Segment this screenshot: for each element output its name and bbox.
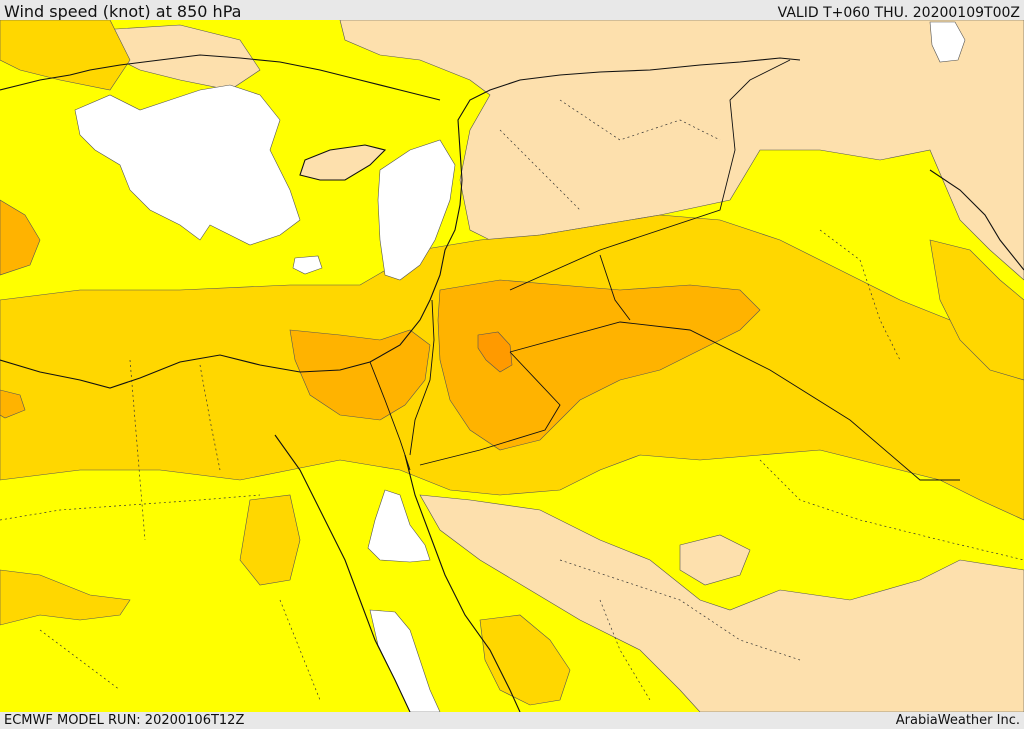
band-calm-aegean [74,84,301,246]
band-strong-west2 [0,389,26,419]
band-calm-aqaba [367,489,431,563]
border-egypt-israel [369,361,411,471]
coastline-cyprus [299,144,387,181]
band-calm-small [292,255,323,275]
coastline-aegean [0,54,441,101]
map-footer: ECMWF MODEL RUN: 20200106T12Z ArabiaWeat… [0,712,1024,729]
band-fresh-east [929,239,1024,381]
band-fresh-west-b [0,569,131,626]
band-very-strong-core [477,331,513,373]
border-syria-iraq [509,59,791,291]
admin-boundaries [0,99,1024,701]
model-run: ECMWF MODEL RUN: 20200106T12Z [4,713,245,728]
map-header: Wind speed (knot) at 850 hPa VALID T+060… [0,0,1024,21]
border-jordan-saudi [419,351,561,466]
band-fresh-redsea [479,614,571,706]
band-calm-caspian [929,21,966,63]
band-fresh-west-a [0,20,131,91]
coastline-redsea-west [274,434,411,712]
coastline-mediterranean [0,57,801,389]
map-title: Wind speed (knot) at 850 hPa [4,2,242,21]
map-canvas [0,20,1024,712]
coastline-redsea-east [404,454,521,712]
border-jordan-iraq [509,321,960,481]
border-jordan-syria [599,254,631,321]
wind-speed-map[interactable] [0,20,1024,712]
border-israel-jordan [409,299,435,456]
band-strong-west [0,199,41,276]
credit: ArabiaWeather Inc. [895,713,1020,728]
coastline-gulf [929,169,1024,271]
band-light-south [419,494,1024,712]
band-light-se [679,534,751,586]
band-fresh-sw [239,494,301,586]
band-strong-jordan [437,279,761,451]
band-strong-sinai [289,329,431,421]
valid-time: VALID T+060 THU. 20200109T00Z [777,5,1020,21]
band-calm-levant [377,139,456,281]
